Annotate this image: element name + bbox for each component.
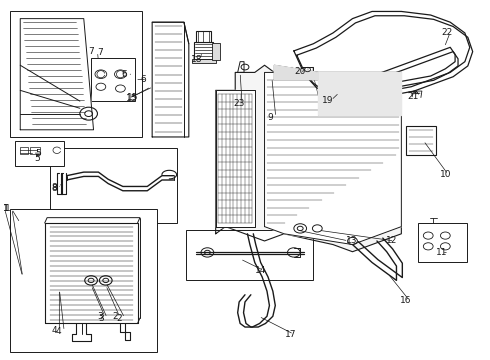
Text: 7: 7: [89, 47, 95, 56]
Text: 15: 15: [127, 93, 139, 102]
Bar: [301, 67, 314, 72]
Bar: [418, 223, 467, 262]
Text: 10: 10: [440, 170, 451, 179]
Text: 14: 14: [255, 266, 266, 275]
Text: 6: 6: [140, 75, 146, 84]
Bar: [56, 276, 65, 288]
Polygon shape: [45, 223, 138, 323]
Bar: [192, 59, 216, 63]
Bar: [30, 147, 40, 154]
Text: 19: 19: [322, 96, 334, 105]
Text: 5: 5: [35, 149, 41, 158]
Text: 6: 6: [122, 70, 127, 79]
Text: 1: 1: [2, 204, 8, 213]
Bar: [49, 148, 176, 223]
Bar: [20, 147, 27, 154]
Text: 3: 3: [98, 314, 104, 323]
Text: 8: 8: [51, 184, 57, 193]
Text: 2: 2: [116, 314, 122, 323]
Polygon shape: [265, 72, 401, 244]
Bar: [10, 12, 143, 137]
Bar: [194, 42, 213, 62]
Text: 20: 20: [294, 67, 305, 76]
Bar: [338, 89, 352, 96]
Text: 23: 23: [233, 99, 245, 108]
Text: 13: 13: [346, 237, 357, 246]
Text: 18: 18: [191, 55, 203, 64]
Text: 12: 12: [386, 237, 397, 246]
Polygon shape: [216, 65, 401, 252]
Bar: [46, 276, 55, 288]
Bar: [10, 209, 157, 352]
Bar: [45, 275, 72, 289]
Text: 5: 5: [34, 154, 40, 163]
Text: 3: 3: [98, 312, 103, 321]
Bar: [406, 126, 436, 155]
Text: 7: 7: [98, 48, 103, 57]
Polygon shape: [152, 22, 189, 137]
Text: 9: 9: [267, 113, 273, 122]
Bar: [91, 58, 135, 101]
Text: 2: 2: [112, 312, 118, 321]
Polygon shape: [216, 90, 255, 226]
Polygon shape: [274, 65, 318, 80]
Text: 22: 22: [441, 28, 453, 37]
Polygon shape: [318, 72, 401, 116]
Polygon shape: [20, 19, 94, 130]
Text: 4: 4: [52, 326, 58, 335]
Bar: [212, 42, 220, 60]
Bar: [196, 31, 211, 42]
Text: 11: 11: [436, 248, 447, 257]
Text: 16: 16: [400, 296, 412, 305]
Text: 1: 1: [4, 204, 10, 213]
Text: 17: 17: [285, 330, 296, 339]
Text: 21: 21: [407, 92, 418, 101]
Bar: [223, 130, 250, 158]
Text: 1: 1: [2, 204, 8, 213]
Bar: [186, 230, 314, 280]
Text: 4: 4: [55, 327, 61, 336]
Text: 15: 15: [126, 94, 138, 103]
Text: 8: 8: [51, 183, 57, 192]
Bar: [15, 140, 64, 166]
